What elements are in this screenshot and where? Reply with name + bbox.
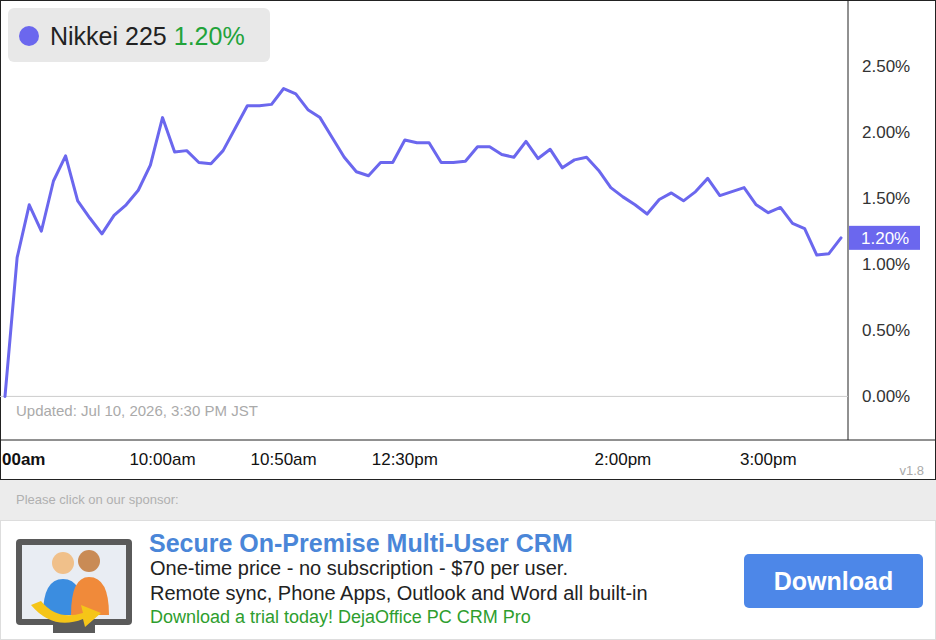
y-tick-label: 0.50% <box>862 321 910 340</box>
icon-arrow <box>31 601 101 627</box>
value-badge-label: 1.20% <box>861 229 909 248</box>
x-tick-label: 00am <box>2 450 45 469</box>
y-tick-label: 1.00% <box>862 255 910 274</box>
x-tick-label: 2:00pm <box>595 450 652 469</box>
legend-label: Nikkei 225 <box>50 22 167 50</box>
legend-value: 1.20% <box>174 22 245 50</box>
x-tick-label: 12:30pm <box>372 450 438 469</box>
legend-swatch <box>19 26 39 46</box>
y-tick-label: 2.50% <box>862 57 910 76</box>
series-line <box>5 89 841 397</box>
y-tick-label: 2.00% <box>862 123 910 142</box>
legend-box <box>8 8 270 62</box>
x-tick-label: 3:00pm <box>740 450 797 469</box>
ad-box: Secure On-Premise Multi-User CRMOne-time… <box>0 520 936 640</box>
x-axis-line <box>0 440 936 441</box>
ad-line: Remote sync, Phone Apps, Outlook and Wor… <box>150 582 648 605</box>
chart: 0.00% 0.50% 1.00% 1.50% 2.00% 2.50% Updated: J… <box>0 0 936 480</box>
baseline <box>0 396 848 397</box>
version-label: v1.8 <box>899 463 924 478</box>
legend: Nikkei 2251.20% <box>8 8 270 62</box>
y-axis-line <box>848 0 849 440</box>
ad-title: Secure On-Premise Multi-User CRM <box>149 529 573 558</box>
ad-line: One-time price - no subscription - $70 p… <box>150 557 568 580</box>
icon-stand <box>53 625 95 633</box>
icon-monitor <box>16 539 132 625</box>
ad-tagline: Download a trial today! DejaOffice PC CR… <box>150 607 531 628</box>
x-tick-label: 10:50am <box>251 450 317 469</box>
sponsor-prompt: Please click on our sponsor: <box>16 492 179 507</box>
ad-icon <box>13 535 135 635</box>
updated-note: Updated: Jul 10, 2026, 3:30 PM JST <box>16 402 258 419</box>
y-tick-label: 1.50% <box>862 189 910 208</box>
value-badge <box>849 226 920 250</box>
icon-head <box>78 550 100 572</box>
y-tick-label: 0.00% <box>862 387 910 406</box>
page: 0.00% 0.50% 1.00% 1.50% 2.00% 2.50% Updated: J… <box>0 0 936 640</box>
plot-area <box>5 89 841 397</box>
download-button[interactable]: Download <box>744 554 923 608</box>
x-tick-label: 10:00am <box>129 450 195 469</box>
chart-frame <box>1 1 936 480</box>
icon-head <box>52 552 74 574</box>
